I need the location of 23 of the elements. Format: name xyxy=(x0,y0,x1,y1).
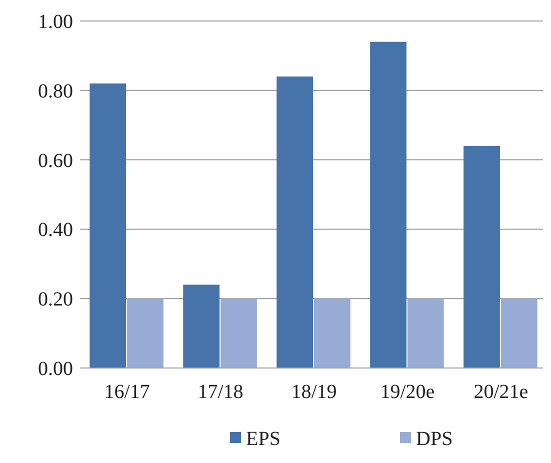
bar xyxy=(220,298,257,368)
legend-label: EPS xyxy=(246,428,280,450)
y-tick-label: 0.80 xyxy=(38,80,73,102)
bar xyxy=(314,298,350,368)
x-tick-label: 17/18 xyxy=(198,381,244,403)
bar xyxy=(370,42,406,368)
bar xyxy=(90,83,126,368)
x-tick-label: 16/17 xyxy=(104,381,150,403)
y-tick-label: 0.00 xyxy=(38,358,73,380)
bar xyxy=(464,146,500,368)
bar xyxy=(500,298,538,368)
bar xyxy=(407,298,444,368)
x-tick-label: 20/21e xyxy=(474,381,528,403)
bar xyxy=(183,284,220,368)
bar xyxy=(127,298,164,368)
x-tick-label: 19/20e xyxy=(380,381,435,403)
y-tick-label: 0.20 xyxy=(38,288,73,311)
y-tick-label: 1.00 xyxy=(38,11,73,33)
bar xyxy=(276,76,313,368)
y-tick-label: 0.40 xyxy=(38,219,73,242)
y-tick-label: 0.60 xyxy=(38,150,73,172)
x-tick-label: 18/19 xyxy=(291,381,337,403)
legend-label: DPS xyxy=(416,428,453,450)
